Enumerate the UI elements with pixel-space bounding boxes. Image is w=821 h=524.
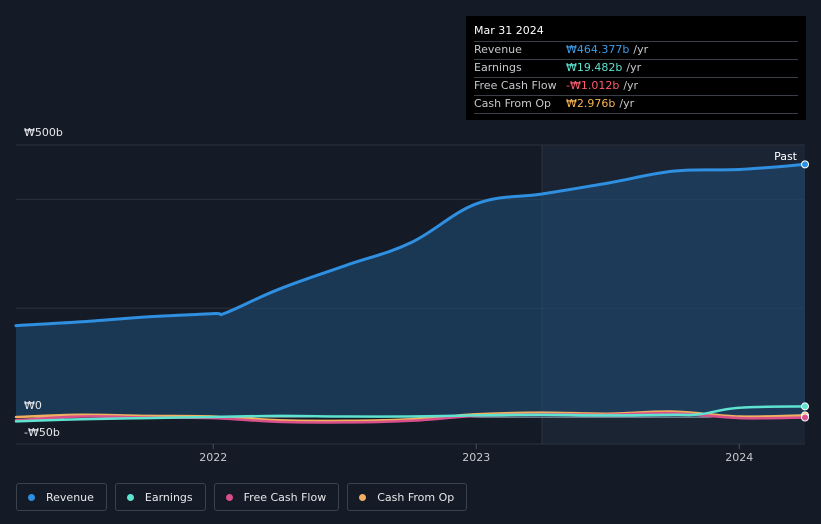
tooltip-value: ₩464.377b: [566, 43, 630, 56]
data-tooltip: Mar 31 2024 Revenue ₩464.377b /yr Earnin…: [466, 16, 806, 120]
y-tick-label: ₩0: [24, 399, 42, 412]
revenue-area: [16, 164, 805, 417]
x-tick-label: 2023: [462, 451, 490, 464]
legend-item-free-cash-flow[interactable]: Free Cash Flow: [213, 483, 340, 511]
legend-item-cash-from-op[interactable]: Cash From Op: [347, 483, 468, 511]
y-tick-label: -₩50b: [24, 426, 60, 439]
tooltip-row-earnings: Earnings ₩19.482b /yr: [474, 59, 798, 77]
legend-item-revenue[interactable]: Revenue: [16, 483, 107, 511]
tooltip-date: Mar 31 2024: [474, 24, 544, 37]
series-end-point: [801, 160, 809, 169]
series-line-earnings: [14, 405, 807, 423]
tooltip-value: ₩2.976b: [566, 97, 616, 110]
series-end-point: [801, 402, 809, 411]
y-tick-label: ₩500b: [24, 126, 63, 139]
tooltip-label: Cash From Op: [474, 97, 552, 110]
legend-label: Revenue: [46, 490, 94, 504]
tooltip-label: Free Cash Flow: [474, 79, 557, 92]
tooltip-unit: /yr: [633, 43, 649, 56]
legend-item-earnings[interactable]: Earnings: [114, 483, 206, 511]
tooltip-value: -₩1.012b: [566, 79, 620, 92]
series-end-point: [801, 413, 809, 422]
tooltip-label: Earnings: [474, 61, 522, 74]
tooltip-row-cash-from-op: Cash From Op ₩2.976b /yr: [474, 95, 798, 114]
past-label: Past: [774, 150, 798, 163]
legend-dot-icon: [225, 493, 233, 501]
legend-label: Earnings: [144, 490, 193, 504]
tooltip-label: Revenue: [474, 43, 522, 56]
legend-dot-icon: [359, 493, 367, 501]
tooltip-row-revenue: Revenue ₩464.377b /yr: [474, 41, 798, 59]
legend-label: Cash From Op: [377, 490, 455, 504]
legend-label: Free Cash Flow: [243, 490, 327, 504]
x-tick-label: 2022: [199, 451, 227, 464]
tooltip-unit: /yr: [626, 61, 642, 74]
tooltip-row-free-cash-flow: Free Cash Flow -₩1.012b /yr: [474, 77, 798, 95]
series-line-cash-from-op: [14, 410, 807, 423]
tooltip-unit: /yr: [623, 79, 639, 92]
chart-legend: Revenue Earnings Free Cash Flow Cash Fro…: [16, 483, 468, 511]
series-line-revenue: [14, 162, 807, 328]
legend-dot-icon: [126, 493, 134, 501]
x-tick-label: 2024: [725, 451, 753, 464]
tooltip-value: ₩19.482b: [566, 61, 623, 74]
legend-dot-icon: [28, 493, 35, 501]
tooltip-unit: /yr: [619, 97, 635, 110]
